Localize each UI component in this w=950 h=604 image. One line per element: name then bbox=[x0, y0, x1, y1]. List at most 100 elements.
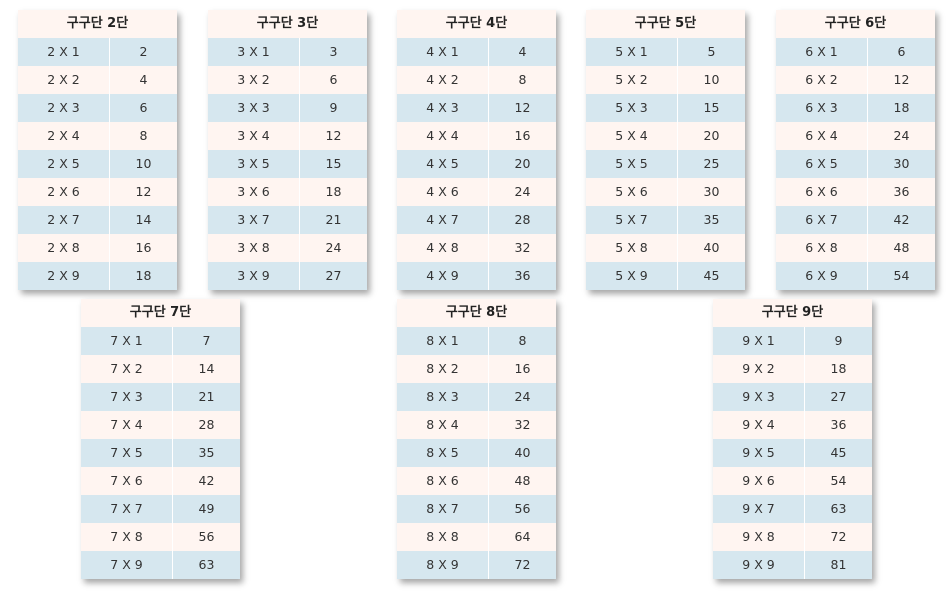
table-row: 8 X 6 48 bbox=[397, 467, 556, 495]
table-row: 9 X 2 18 bbox=[713, 355, 872, 383]
row-expression: 7 X 6 bbox=[81, 467, 173, 495]
table-row: 9 X 7 63 bbox=[713, 495, 872, 523]
row-result: 2 bbox=[139, 44, 148, 59]
row-result: 18 bbox=[325, 184, 342, 199]
row-expression: 2 X 3 bbox=[18, 94, 110, 122]
row-result: 63 bbox=[198, 557, 215, 572]
row-expression: 9 X 9 bbox=[713, 551, 805, 579]
row-expression: 3 X 5 bbox=[208, 150, 300, 178]
table-row: 8 X 2 16 bbox=[397, 355, 556, 383]
table-row: 7 X 6 42 bbox=[81, 467, 240, 495]
row-result: 48 bbox=[893, 240, 910, 255]
row-result: 14 bbox=[198, 361, 215, 376]
row-expression: 2 X 6 bbox=[18, 178, 110, 206]
row-expression: 3 X 3 bbox=[208, 94, 300, 122]
row-result: 81 bbox=[830, 557, 847, 572]
table-row: 3 X 8 24 bbox=[208, 234, 367, 262]
row-result: 24 bbox=[514, 389, 531, 404]
row-result: 10 bbox=[135, 156, 152, 171]
row-expression: 3 X 1 bbox=[208, 38, 300, 66]
row-result: 30 bbox=[893, 156, 910, 171]
row-result: 6 bbox=[329, 72, 338, 87]
table-row: 9 X 5 45 bbox=[713, 439, 872, 467]
table-row: 9 X 3 27 bbox=[713, 383, 872, 411]
table-row: 5 X 8 40 bbox=[586, 234, 745, 262]
table-row: 3 X 3 9 bbox=[208, 94, 367, 122]
table-row: 2 X 2 4 bbox=[18, 66, 177, 94]
row-expression: 2 X 8 bbox=[18, 234, 110, 262]
table-title: 구구단 9단 bbox=[713, 299, 872, 327]
table-title: 구구단 4단 bbox=[397, 10, 556, 38]
table-row: 4 X 6 24 bbox=[397, 178, 556, 206]
row-result: 56 bbox=[514, 501, 531, 516]
table-title: 구구단 8단 bbox=[397, 299, 556, 327]
row-expression: 9 X 5 bbox=[713, 439, 805, 467]
row-result: 64 bbox=[514, 529, 531, 544]
row-result: 35 bbox=[703, 212, 720, 227]
row-result: 28 bbox=[198, 417, 215, 432]
row-result: 9 bbox=[329, 100, 338, 115]
row-result: 12 bbox=[514, 100, 531, 115]
row-expression: 3 X 9 bbox=[208, 262, 300, 290]
row-result: 54 bbox=[830, 473, 847, 488]
table-row: 3 X 4 12 bbox=[208, 122, 367, 150]
row-result: 32 bbox=[514, 417, 531, 432]
row-expression: 8 X 3 bbox=[397, 383, 489, 411]
row-result: 40 bbox=[703, 240, 720, 255]
row-result: 16 bbox=[514, 361, 531, 376]
row-expression: 7 X 3 bbox=[81, 383, 173, 411]
table-row: 5 X 1 5 bbox=[586, 38, 745, 66]
row-expression: 5 X 7 bbox=[586, 206, 678, 234]
row-result: 16 bbox=[135, 240, 152, 255]
table-row: 9 X 9 81 bbox=[713, 551, 872, 579]
row-expression: 6 X 9 bbox=[776, 262, 868, 290]
table-row: 5 X 7 35 bbox=[586, 206, 745, 234]
table-row: 9 X 8 72 bbox=[713, 523, 872, 551]
row-result: 36 bbox=[830, 417, 847, 432]
table-title: 구구단 3단 bbox=[208, 10, 367, 38]
row-result: 14 bbox=[135, 212, 152, 227]
table-row: 3 X 6 18 bbox=[208, 178, 367, 206]
row-result: 8 bbox=[139, 128, 148, 143]
table-row: 6 X 4 24 bbox=[776, 122, 935, 150]
row-expression: 7 X 7 bbox=[81, 495, 173, 523]
row-expression: 2 X 7 bbox=[18, 206, 110, 234]
table-row: 5 X 3 15 bbox=[586, 94, 745, 122]
table-row: 3 X 7 21 bbox=[208, 206, 367, 234]
row-expression: 4 X 9 bbox=[397, 262, 489, 290]
row-result: 15 bbox=[325, 156, 342, 171]
row-expression: 3 X 6 bbox=[208, 178, 300, 206]
row-result: 42 bbox=[893, 212, 910, 227]
table-row: 6 X 1 6 bbox=[776, 38, 935, 66]
row-expression: 2 X 9 bbox=[18, 262, 110, 290]
row-result: 36 bbox=[514, 268, 531, 283]
row-expression: 5 X 2 bbox=[586, 66, 678, 94]
table-row: 9 X 6 54 bbox=[713, 467, 872, 495]
table-row: 9 X 4 36 bbox=[713, 411, 872, 439]
row-expression: 8 X 2 bbox=[397, 355, 489, 383]
table-row: 8 X 1 8 bbox=[397, 327, 556, 355]
table-row: 2 X 4 8 bbox=[18, 122, 177, 150]
row-result: 27 bbox=[325, 268, 342, 283]
table-row: 4 X 7 28 bbox=[397, 206, 556, 234]
row-result: 72 bbox=[514, 557, 531, 572]
table-row: 4 X 9 36 bbox=[397, 262, 556, 290]
row-expression: 7 X 9 bbox=[81, 551, 173, 579]
row-expression: 7 X 8 bbox=[81, 523, 173, 551]
row-result: 45 bbox=[703, 268, 720, 283]
row-expression: 7 X 2 bbox=[81, 355, 173, 383]
table-row: 9 X 1 9 bbox=[713, 327, 872, 355]
row-expression: 2 X 1 bbox=[18, 38, 110, 66]
row-result: 20 bbox=[514, 156, 531, 171]
table-row: 7 X 5 35 bbox=[81, 439, 240, 467]
table-row: 2 X 7 14 bbox=[18, 206, 177, 234]
row-result: 27 bbox=[830, 389, 847, 404]
row-expression: 4 X 5 bbox=[397, 150, 489, 178]
row-result: 56 bbox=[198, 529, 215, 544]
row-result: 18 bbox=[893, 100, 910, 115]
table-row: 7 X 4 28 bbox=[81, 411, 240, 439]
table-row: 5 X 9 45 bbox=[586, 262, 745, 290]
row-result: 4 bbox=[518, 44, 527, 59]
